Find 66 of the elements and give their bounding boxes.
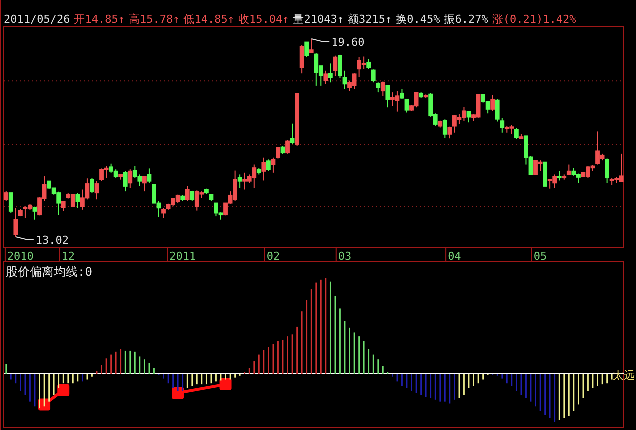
candlestick — [338, 54, 342, 79]
candlestick — [400, 88, 404, 100]
x-tick-label: 2011 — [170, 250, 196, 263]
candlestick — [371, 69, 376, 84]
candlestick — [14, 208, 18, 238]
candlestick — [76, 192, 80, 209]
candlestick — [185, 186, 190, 202]
text: 振6.27% — [444, 13, 489, 26]
candlestick — [490, 94, 496, 112]
candlestick — [566, 164, 572, 176]
candlestick — [495, 98, 500, 122]
candlestick — [32, 206, 38, 220]
x-tick-label: 03 — [338, 250, 352, 263]
candlestick — [128, 169, 133, 189]
candlestick — [290, 123, 295, 145]
candlestick — [448, 126, 452, 140]
candlestick — [8, 192, 14, 214]
text: 开14.85↑ — [74, 13, 125, 26]
candlestick — [514, 128, 519, 140]
candlestick — [142, 176, 147, 192]
text: 低14.85↑ — [184, 13, 234, 26]
chart-title: 股价偏离均线:0 — [6, 265, 92, 279]
x-tick-label: 02 — [266, 250, 280, 263]
text: 2011/05/26 — [4, 13, 70, 26]
text: 高15.78↑ — [128, 13, 180, 26]
candlestick — [304, 42, 310, 58]
candlestick — [376, 82, 381, 94]
candlestick — [90, 178, 94, 194]
candlestick — [61, 200, 66, 212]
x-tick-label: 2010 — [7, 250, 34, 263]
x-tick-label: 12 — [62, 250, 76, 263]
point — [220, 378, 232, 391]
x-tick-label: 04 — [448, 250, 462, 263]
annotation: 13.02 — [36, 234, 70, 247]
candlestick — [328, 63, 333, 84]
candlestick — [380, 81, 386, 97]
text: 换0.45% — [396, 13, 441, 26]
candlestick — [162, 208, 166, 219]
candlestick — [500, 118, 505, 134]
text: 额3215↑ — [348, 13, 392, 26]
candlestick — [333, 55, 338, 77]
candlestick — [271, 157, 276, 174]
candlestick — [366, 58, 372, 70]
candlestick — [266, 159, 271, 172]
candlestick — [300, 44, 304, 74]
candlestick — [386, 84, 390, 108]
candlestick — [442, 119, 448, 138]
x-tick-label: 05 — [534, 250, 548, 263]
candlestick — [342, 70, 348, 90]
candlestick — [147, 168, 152, 184]
candlestick — [123, 170, 128, 192]
candlestick — [309, 38, 314, 54]
candlestick — [557, 170, 562, 182]
candlestick — [286, 140, 290, 154]
candlestick — [4, 190, 9, 202]
candlestick — [94, 180, 100, 200]
text: 量21043↑ — [293, 13, 344, 26]
candlestick — [324, 70, 328, 85]
text: 涨(0.21)1.42% — [492, 13, 577, 26]
annotation: 19.60 — [332, 36, 365, 49]
candlestick — [238, 174, 242, 189]
text: 收15.04↑ — [238, 13, 290, 26]
candlestick — [605, 158, 610, 184]
point — [58, 384, 70, 396]
candlestick — [262, 157, 266, 182]
candlestick — [404, 98, 410, 114]
